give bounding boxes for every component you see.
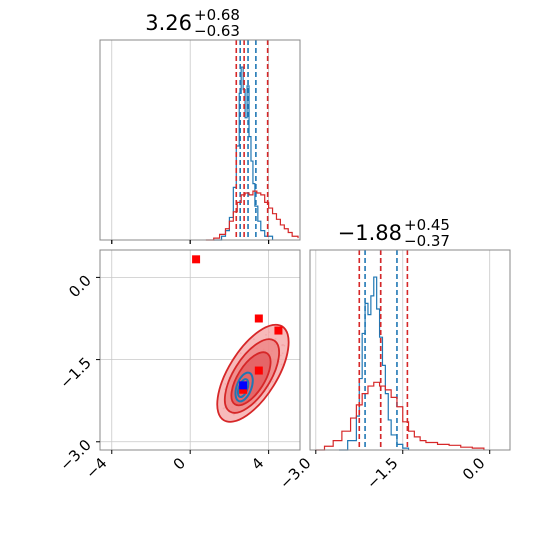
title-param1-value: 3.26 bbox=[145, 11, 192, 35]
title-param1-plus: +0.68 bbox=[194, 6, 240, 24]
panel-frame bbox=[99, 249, 301, 451]
x-tick-label: 4 bbox=[248, 454, 267, 473]
blue-marker bbox=[239, 381, 248, 390]
red-marker bbox=[254, 314, 263, 323]
red-marker bbox=[192, 255, 201, 264]
red-histogram bbox=[315, 381, 485, 451]
histogram-panel-param2: −3.0 −1.5 0.0 −1.88 +0.45 −0.37 bbox=[276, 216, 511, 493]
blue-contour bbox=[234, 371, 254, 403]
contour-panel: −4 0 40.0−1.5−3.0 bbox=[56, 249, 301, 482]
blue-contour bbox=[236, 378, 250, 399]
y-tick-label: −1.5 bbox=[56, 354, 94, 392]
histogram-panel-param1: 3.26 +0.68 −0.63 bbox=[99, 6, 301, 244]
red-histogram bbox=[205, 190, 299, 241]
blue-histogram bbox=[213, 66, 274, 241]
panel-frame bbox=[99, 39, 301, 241]
x-tick-label: −4 bbox=[82, 454, 110, 482]
x-tick-label: 0 bbox=[170, 454, 189, 473]
panel-frame bbox=[309, 249, 511, 451]
title-param2-value: −1.88 bbox=[338, 221, 402, 245]
y-tick-label: 0.0 bbox=[65, 271, 95, 301]
title-param1-minus: −0.63 bbox=[194, 22, 240, 40]
x-tick-label: 0.0 bbox=[459, 454, 489, 484]
title-param2-plus: +0.45 bbox=[404, 216, 450, 234]
red-marker bbox=[239, 385, 248, 394]
red-marker bbox=[254, 366, 263, 375]
blue-histogram bbox=[338, 276, 410, 451]
x-tick-label: −1.5 bbox=[363, 454, 401, 492]
x-tick-label: −3.0 bbox=[276, 454, 314, 492]
title-param2-minus: −0.37 bbox=[404, 232, 450, 250]
red-marker bbox=[274, 326, 283, 335]
